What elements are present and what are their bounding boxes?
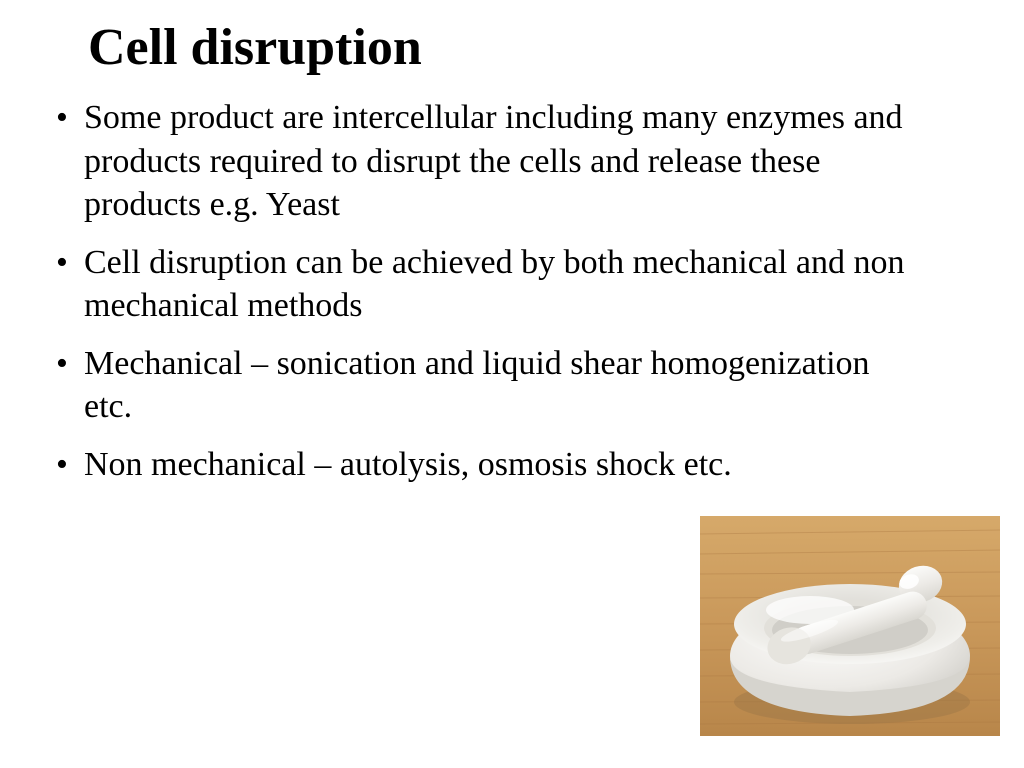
list-item: Non mechanical – autolysis, osmosis shoc… bbox=[50, 443, 910, 487]
bullet-list: Some product are intercellular including… bbox=[50, 96, 910, 500]
mortar-pestle-image bbox=[700, 516, 1000, 736]
list-item: Mechanical – sonication and liquid shear… bbox=[50, 342, 910, 429]
list-item: Some product are intercellular including… bbox=[50, 96, 910, 227]
list-item: Cell disruption can be achieved by both … bbox=[50, 241, 910, 328]
page-title: Cell disruption bbox=[88, 18, 422, 77]
